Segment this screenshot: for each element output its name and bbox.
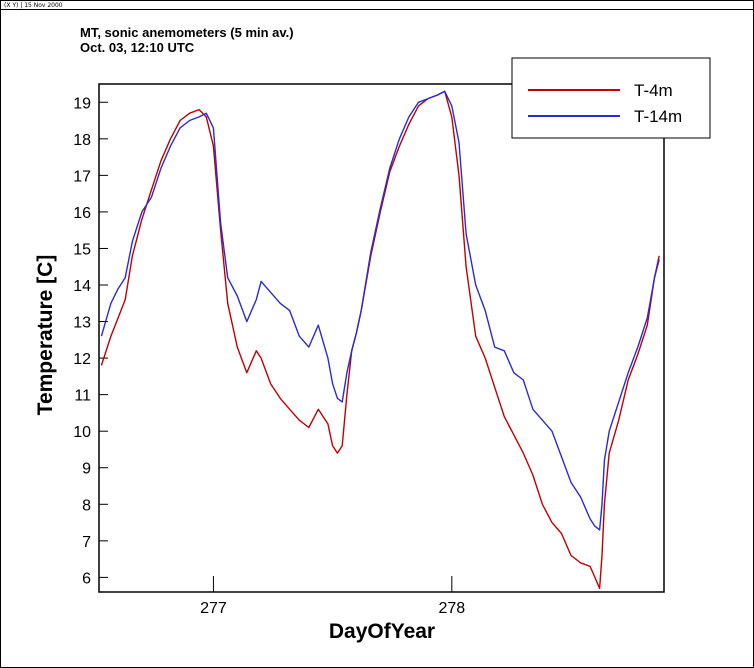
- x-axis-ticks: 277 278: [200, 576, 465, 617]
- y-tick-label: 17: [73, 168, 91, 185]
- plot-area: [98, 83, 665, 593]
- x-tick-label: 278: [438, 600, 465, 617]
- window-header-text: (X Y) | 15 Nov 2000: [4, 2, 63, 9]
- x-axis-label: DayOfYear: [329, 620, 435, 643]
- legend-box: [511, 57, 711, 139]
- y-tick-label: 19: [73, 95, 91, 112]
- y-tick-label: 9: [82, 461, 91, 478]
- y-tick-label: 6: [82, 570, 91, 587]
- series-line-t14m: [100, 90, 660, 531]
- y-tick-label: 8: [82, 497, 91, 514]
- x-tick-label: 277: [200, 600, 227, 617]
- series-layer: [100, 90, 660, 589]
- y-tick-label: 14: [73, 278, 91, 295]
- y-tick-label: 13: [73, 315, 91, 332]
- legend-label-t14m: T-14m: [634, 107, 682, 126]
- y-tick-label: 16: [73, 205, 91, 222]
- chart-subtitle: Oct. 03, 12:10 UTC: [80, 40, 195, 55]
- y-tick-label: 12: [73, 351, 91, 368]
- y-tick-label: 11: [74, 388, 91, 405]
- y-tick-label: 10: [73, 424, 91, 441]
- y-axis-ticks: 6 7 8 9 10 11 12 13 14 15 16 17 18 19: [73, 95, 108, 587]
- series-line-t4m: [100, 90, 660, 589]
- y-tick-label: 7: [82, 534, 91, 551]
- y-tick-label: 15: [73, 241, 91, 258]
- legend-label-t4m: T-4m: [634, 81, 673, 100]
- y-tick-label: 18: [73, 132, 91, 149]
- y-axis-label: Temperature [C]: [34, 255, 57, 416]
- legend: T-4m T-14m: [511, 57, 711, 139]
- chart-title: MT, sonic anemometers (5 min av.): [80, 25, 294, 40]
